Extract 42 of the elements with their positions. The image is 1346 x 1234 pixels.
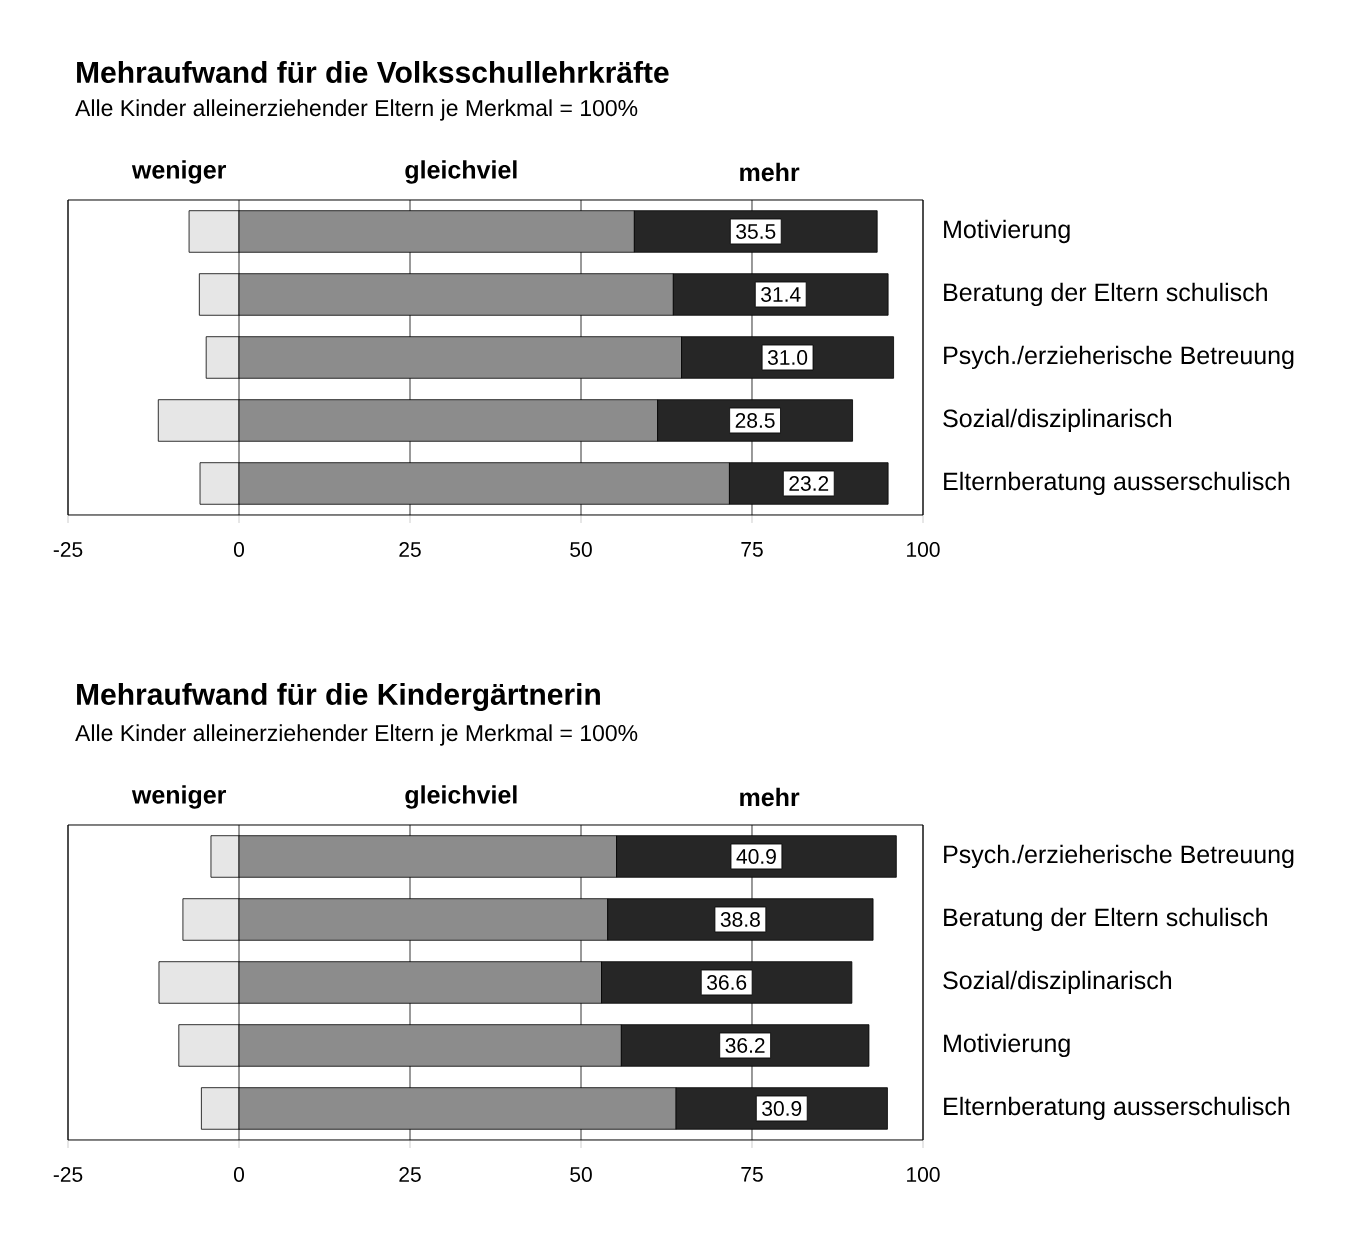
data-label: 28.5 (735, 413, 775, 428)
chart-title: Mehraufwand für die Kindergärtnerin (77, 682, 600, 712)
data-label: 31.0 (767, 350, 808, 365)
x-tick-label: 25 (399, 542, 421, 557)
x-tick-label: 100 (907, 1167, 940, 1182)
x-tick-label: -25 (53, 1167, 83, 1182)
y-tick-label: Elternberatung ausserschulisch (944, 1096, 1290, 1121)
data-label: 40.9 (736, 849, 776, 864)
x-tick-label: 0 (233, 542, 245, 557)
data-label: 31.4 (761, 287, 801, 302)
y-tick-label: Elternberatung ausserschulisch (944, 471, 1290, 496)
x-tick-label: 25 (399, 1167, 421, 1182)
series-label: weniger (131, 785, 227, 809)
y-tick-label: Beratung der Eltern schulisch (944, 282, 1267, 307)
series-label: weniger (131, 160, 227, 184)
x-tick-label: 0 (233, 1167, 245, 1182)
series-label: mehr (740, 787, 800, 807)
data-label: 36.6 (707, 975, 747, 990)
chart-subtitle: Alle Kinder alleinerziehender Eltern je Merkmal = 100% (75, 724, 638, 746)
data-label: 23.2 (789, 476, 829, 491)
y-tick-label: Sozial/disziplinarisch (943, 970, 1172, 995)
x-tick-label: 75 (741, 1167, 763, 1182)
x-tick-label: 50 (570, 1167, 592, 1182)
x-tick-label: -25 (53, 542, 83, 557)
y-tick-label: Sozial/disziplinarisch (943, 408, 1172, 433)
data-label: 35.5 (736, 224, 776, 239)
chart-title: Mehraufwand für die Volksschullehrkräfte (77, 61, 669, 84)
data-label: 30.9 (762, 1101, 802, 1116)
data-label: 36.2 (725, 1038, 765, 1053)
chart-subtitle: Alle Kinder alleinerziehender Eltern je Merkmal = 100% (75, 99, 638, 121)
x-tick-label: 100 (907, 542, 940, 557)
y-tick-label: Motivierung (944, 219, 1070, 244)
y-tick-label: Beratung der Eltern schulisch (944, 907, 1267, 932)
series-label: mehr (740, 162, 800, 182)
x-tick-label: 75 (741, 542, 763, 557)
y-tick-label: Motivierung (944, 1033, 1070, 1058)
x-tick-label: 50 (570, 542, 592, 557)
series-label: gleichviel (405, 160, 517, 184)
y-tick-label: Psych./erzieherische Betreuung (944, 844, 1294, 869)
series-label: gleichviel (405, 785, 517, 809)
y-tick-label: Psych./erzieherische Betreuung (944, 345, 1294, 370)
data-label: 38.8 (720, 912, 760, 927)
